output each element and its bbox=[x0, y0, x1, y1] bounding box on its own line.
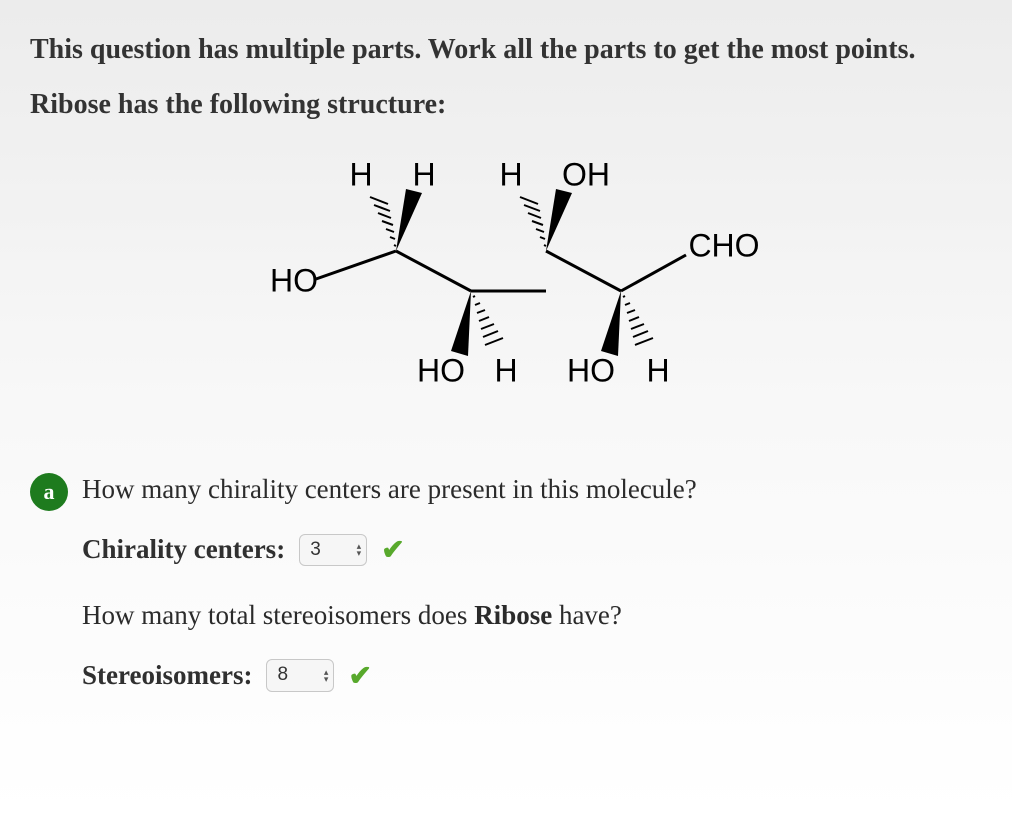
question-container: This question has multiple parts. Work a… bbox=[0, 0, 1012, 814]
instruction-text: This question has multiple parts. Work a… bbox=[30, 30, 982, 69]
q2-bold: Ribose bbox=[474, 600, 552, 630]
stereoisomers-select[interactable]: 8 ▴▾ bbox=[266, 659, 334, 692]
question-2-text: How many total stereoisomers does Ribose… bbox=[82, 597, 982, 635]
q2-suffix: have? bbox=[552, 600, 622, 630]
part-a-content: How many chirality centers are present i… bbox=[82, 471, 982, 723]
ribose-structure: H H H OH HO CHO HO H HO H bbox=[246, 151, 766, 411]
label-ho-bot-2: HO bbox=[567, 353, 615, 390]
check-icon: ✔ bbox=[381, 533, 404, 567]
label-ho-bot-1: HO bbox=[417, 353, 465, 390]
structure-figure: H H H OH HO CHO HO H HO H bbox=[30, 151, 982, 411]
label-oh-top: OH bbox=[562, 157, 610, 194]
label-ho-left: HO bbox=[270, 263, 318, 300]
answer-1-line: Chirality centers: 3 ▴▾ ✔ bbox=[82, 533, 982, 567]
chirality-select[interactable]: 3 ▴▾ bbox=[299, 534, 367, 567]
label-h-top-2: H bbox=[412, 157, 435, 194]
question-1-text: How many chirality centers are present i… bbox=[82, 471, 982, 509]
label-h-bot-1: H bbox=[494, 353, 517, 390]
answer-2-label: Stereoisomers: bbox=[82, 660, 252, 691]
part-a-row: a How many chirality centers are present… bbox=[30, 471, 982, 723]
answer-2-line: Stereoisomers: 8 ▴▾ ✔ bbox=[82, 659, 982, 693]
label-h-top-3: H bbox=[499, 157, 522, 194]
chirality-select-value: 3 bbox=[299, 534, 367, 567]
label-cho: CHO bbox=[688, 228, 759, 265]
label-h-bot-2: H bbox=[646, 353, 669, 390]
part-a-badge: a bbox=[30, 473, 68, 511]
answer-1-label: Chirality centers: bbox=[82, 534, 285, 565]
label-h-top-1: H bbox=[349, 157, 372, 194]
structure-intro: Ribose has the following structure: bbox=[30, 89, 982, 121]
stereoisomers-select-value: 8 bbox=[266, 659, 334, 692]
q2-prefix: How many total stereoisomers does bbox=[82, 600, 474, 630]
check-icon: ✔ bbox=[348, 659, 371, 693]
